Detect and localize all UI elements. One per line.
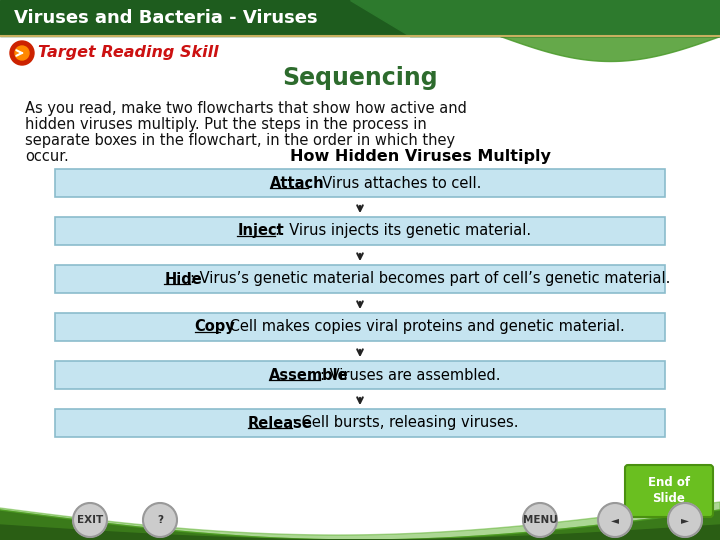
Text: Slide: Slide: [652, 491, 685, 504]
Text: MENU: MENU: [523, 515, 557, 525]
Text: Hide: Hide: [164, 272, 202, 287]
Text: : Viruses are assembled.: : Viruses are assembled.: [320, 368, 500, 382]
FancyBboxPatch shape: [625, 465, 713, 517]
Bar: [0, 0, 720, 36]
Circle shape: [15, 46, 29, 60]
Text: As you read, make two flowcharts that show how active and: As you read, make two flowcharts that sh…: [25, 101, 467, 116]
Text: Release: Release: [248, 415, 312, 430]
Text: separate boxes in the flowchart, in the order in which they: separate boxes in the flowchart, in the …: [25, 133, 455, 148]
Text: : Cell bursts, releasing viruses.: : Cell bursts, releasing viruses.: [292, 415, 518, 430]
Text: ◄: ◄: [611, 515, 619, 525]
Text: : Virus’s genetic material becomes part of cell’s genetic material.: : Virus’s genetic material becomes part …: [189, 272, 670, 287]
Circle shape: [598, 503, 632, 537]
FancyBboxPatch shape: [55, 313, 665, 341]
Text: Sequencing: Sequencing: [282, 66, 438, 90]
Text: Attach: Attach: [270, 176, 325, 191]
Text: Assemble: Assemble: [269, 368, 349, 382]
Circle shape: [10, 41, 34, 65]
FancyBboxPatch shape: [55, 361, 665, 389]
Circle shape: [143, 503, 177, 537]
Text: :  Virus attaches to cell.: : Virus attaches to cell.: [308, 176, 481, 191]
FancyBboxPatch shape: [55, 217, 665, 245]
Text: occur.: occur.: [25, 149, 68, 164]
Text: ►: ►: [681, 515, 689, 525]
Text: How Hidden Viruses Multiply: How Hidden Viruses Multiply: [289, 149, 550, 164]
Text: Viruses and Bacteria - Viruses: Viruses and Bacteria - Viruses: [14, 9, 318, 27]
Text: Inject: Inject: [238, 224, 284, 239]
Polygon shape: [350, 0, 720, 36]
Circle shape: [668, 503, 702, 537]
Text: Copy: Copy: [194, 320, 235, 334]
Circle shape: [523, 503, 557, 537]
Text: End of: End of: [648, 476, 690, 489]
Text: EXIT: EXIT: [77, 515, 103, 525]
Text: Target Reading Skill: Target Reading Skill: [38, 45, 219, 60]
FancyBboxPatch shape: [55, 169, 665, 197]
FancyBboxPatch shape: [55, 409, 665, 437]
Text: :  Virus injects its genetic material.: : Virus injects its genetic material.: [275, 224, 531, 239]
Text: hidden viruses multiply. Put the steps in the process in: hidden viruses multiply. Put the steps i…: [25, 117, 427, 132]
FancyBboxPatch shape: [55, 265, 665, 293]
Text: ?: ?: [157, 515, 163, 525]
Circle shape: [73, 503, 107, 537]
Text: : Cell makes copies viral proteins and genetic material.: : Cell makes copies viral proteins and g…: [220, 320, 624, 334]
